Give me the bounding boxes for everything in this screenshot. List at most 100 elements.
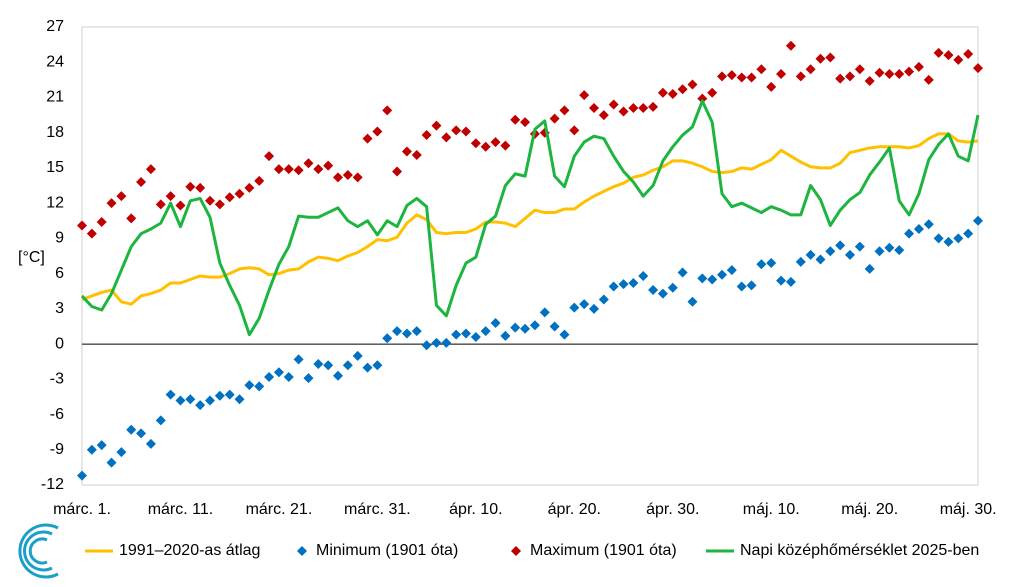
data-point bbox=[323, 360, 334, 371]
data-point bbox=[372, 360, 383, 371]
data-point bbox=[461, 126, 471, 137]
data-point bbox=[116, 447, 127, 458]
data-point bbox=[441, 337, 452, 348]
data-point bbox=[234, 394, 245, 405]
legend-swatch bbox=[511, 546, 521, 556]
data-point bbox=[589, 103, 599, 114]
data-point bbox=[736, 72, 747, 83]
data-point bbox=[234, 188, 245, 199]
data-point bbox=[145, 164, 156, 175]
data-point bbox=[342, 169, 353, 180]
logo-arc bbox=[28, 537, 48, 565]
data-point bbox=[717, 269, 727, 280]
data-point bbox=[884, 68, 895, 79]
data-point bbox=[874, 67, 885, 78]
data-point bbox=[382, 333, 393, 344]
data-point bbox=[136, 177, 147, 188]
data-point bbox=[726, 70, 737, 81]
x-tick-label: márc. 31. bbox=[344, 501, 411, 518]
data-point bbox=[628, 278, 639, 289]
data-point bbox=[904, 228, 915, 239]
y-tick-label: 27 bbox=[46, 18, 64, 35]
data-point bbox=[529, 320, 540, 331]
data-point bbox=[904, 66, 915, 77]
series-line bbox=[80, 99, 980, 337]
data-point bbox=[687, 296, 698, 307]
data-point bbox=[205, 195, 215, 206]
y-tick-label: -3 bbox=[50, 371, 64, 388]
data-point bbox=[520, 323, 531, 334]
data-point bbox=[884, 242, 895, 253]
data-point bbox=[953, 54, 964, 65]
data-point bbox=[421, 130, 432, 141]
data-point bbox=[667, 282, 678, 293]
legend-label: 1991–2020-as átlag bbox=[119, 542, 260, 559]
data-point bbox=[923, 219, 934, 230]
data-point bbox=[825, 52, 836, 63]
data-point bbox=[86, 228, 97, 239]
data-point bbox=[913, 223, 924, 234]
x-tick-label: márc. 11. bbox=[148, 501, 214, 518]
data-point bbox=[470, 332, 481, 343]
data-point bbox=[273, 367, 284, 378]
x-tick-label: ápr. 30. bbox=[646, 501, 699, 518]
data-point bbox=[766, 258, 777, 269]
data-point bbox=[333, 172, 343, 183]
data-point bbox=[96, 216, 107, 227]
data-point bbox=[401, 146, 412, 157]
data-point bbox=[490, 137, 501, 148]
data-point bbox=[77, 220, 87, 231]
data-point bbox=[323, 160, 334, 171]
data-point bbox=[943, 236, 954, 247]
data-point bbox=[313, 359, 324, 370]
data-point bbox=[667, 88, 678, 99]
data-point bbox=[973, 63, 983, 74]
series-line bbox=[81, 132, 979, 306]
data-point bbox=[953, 233, 964, 244]
data-point bbox=[352, 350, 363, 361]
data-point bbox=[500, 140, 511, 151]
data-point bbox=[392, 326, 403, 337]
data-point bbox=[165, 191, 176, 202]
data-point bbox=[648, 285, 659, 296]
data-point bbox=[224, 192, 235, 203]
logo-arc bbox=[23, 530, 53, 572]
data-point bbox=[687, 79, 698, 90]
data-point bbox=[736, 281, 747, 292]
data-point bbox=[608, 99, 619, 110]
y-tick-label: 18 bbox=[46, 124, 64, 141]
y-tick-label: 21 bbox=[46, 89, 64, 106]
data-point bbox=[264, 371, 275, 382]
data-point bbox=[707, 274, 718, 285]
data-point bbox=[598, 294, 609, 305]
y-tick-label: 12 bbox=[46, 194, 64, 211]
y-tick-label: -12 bbox=[41, 476, 64, 493]
data-point bbox=[963, 49, 974, 60]
data-point bbox=[963, 228, 974, 239]
data-point bbox=[254, 175, 265, 186]
data-point bbox=[126, 213, 137, 224]
data-point bbox=[313, 164, 324, 175]
data-point bbox=[559, 105, 570, 116]
data-point bbox=[569, 302, 580, 313]
data-point bbox=[845, 249, 855, 260]
data-point bbox=[569, 125, 580, 136]
data-point bbox=[638, 103, 649, 114]
data-point bbox=[273, 164, 284, 175]
data-point bbox=[618, 279, 629, 290]
data-point bbox=[283, 164, 294, 175]
data-point bbox=[185, 394, 196, 405]
data-point bbox=[549, 113, 560, 124]
data-point bbox=[864, 263, 875, 274]
data-point bbox=[411, 150, 422, 161]
data-point bbox=[785, 40, 796, 51]
data-point bbox=[431, 120, 442, 131]
data-point bbox=[362, 133, 373, 144]
data-point bbox=[638, 270, 649, 281]
data-point bbox=[913, 61, 924, 72]
data-point bbox=[854, 241, 865, 252]
data-point bbox=[283, 371, 294, 382]
y-tick-label: 3 bbox=[55, 300, 64, 317]
data-point bbox=[155, 199, 166, 210]
data-point bbox=[470, 138, 481, 149]
